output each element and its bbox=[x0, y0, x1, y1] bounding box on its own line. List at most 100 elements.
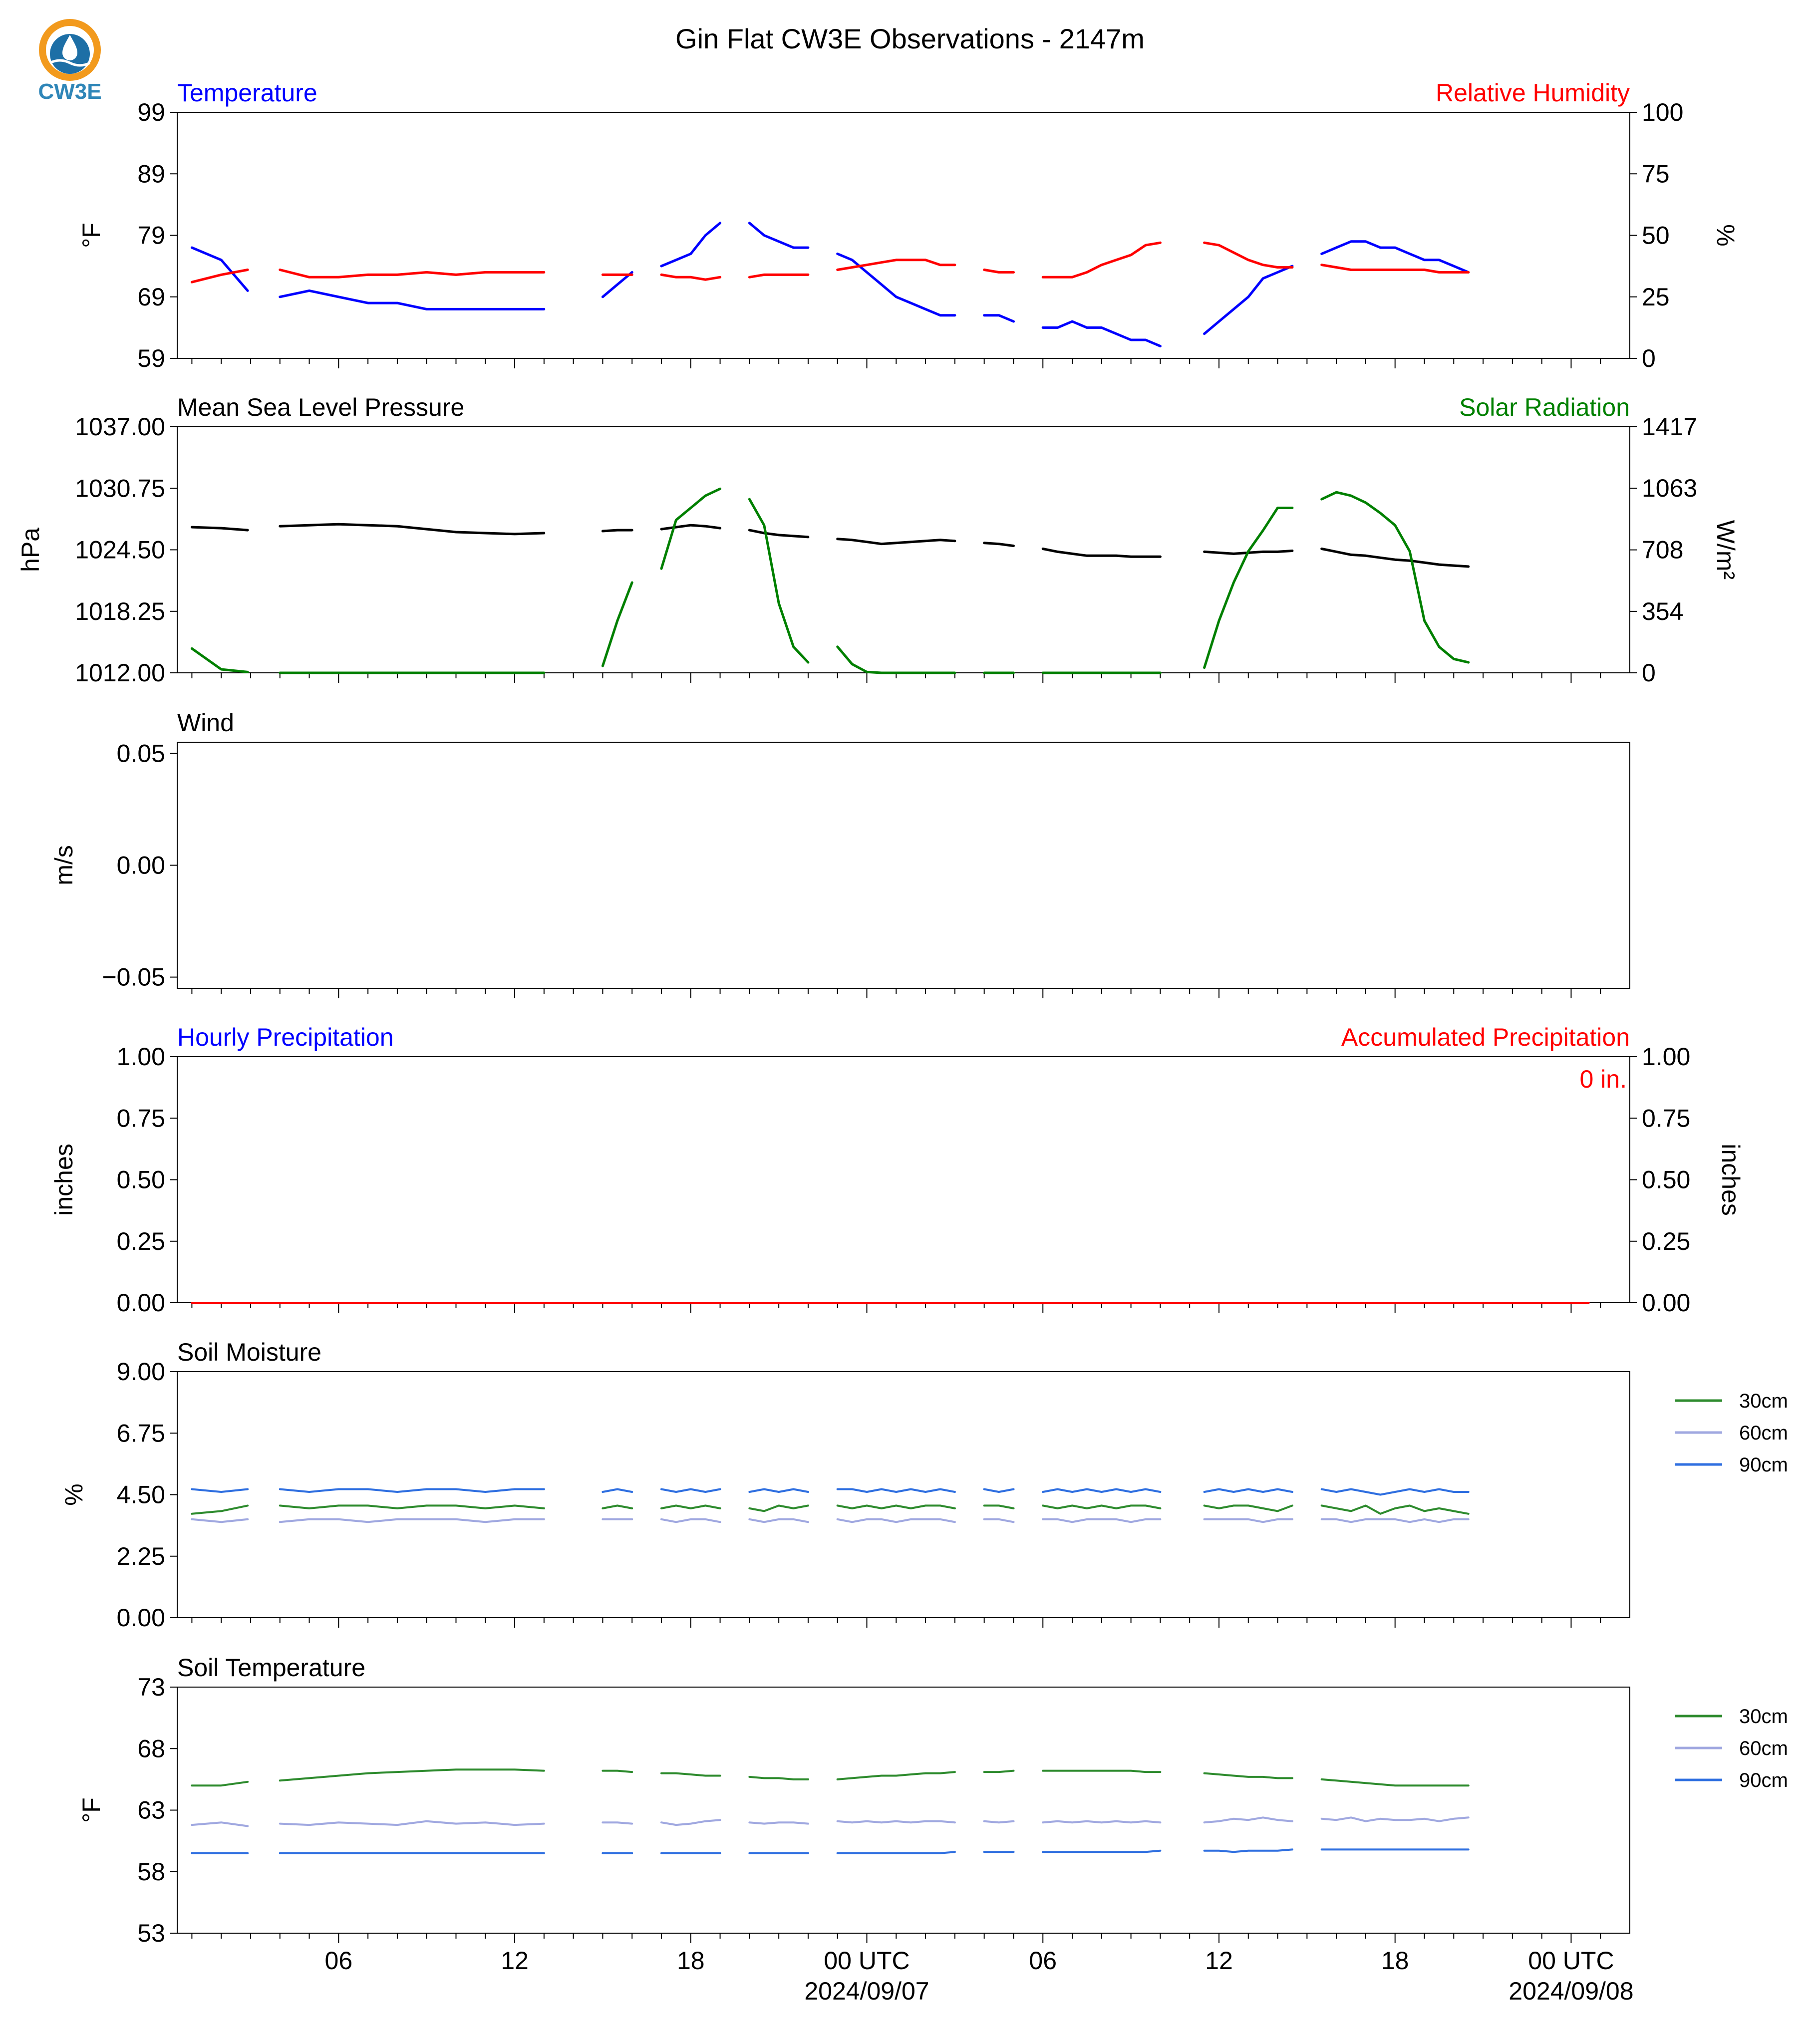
y-axis-label-right: % bbox=[1712, 224, 1740, 246]
y-tick-label: 0.05 bbox=[117, 739, 165, 767]
y-tick-label: 4.50 bbox=[117, 1481, 165, 1509]
y-tick-label: 59 bbox=[137, 344, 165, 372]
y-axis-label: inches bbox=[50, 1144, 78, 1216]
legend-label: 30cm bbox=[1739, 1390, 1788, 1412]
panel-title-left: Soil Moisture bbox=[177, 1338, 321, 1366]
panel-title-right: Accumulated Precipitation bbox=[1341, 1023, 1630, 1051]
y-tick-label: 0.00 bbox=[117, 852, 165, 879]
y-tick-label: 68 bbox=[137, 1735, 165, 1762]
legend-label: 30cm bbox=[1739, 1706, 1788, 1728]
y-tick-label-right: 75 bbox=[1642, 160, 1670, 188]
y-tick-label-right: 100 bbox=[1642, 98, 1683, 126]
series-line bbox=[190, 222, 1470, 347]
x-tick-label: 12 bbox=[1205, 1947, 1233, 1975]
x-tick-label: 06 bbox=[1029, 1947, 1057, 1975]
series-line bbox=[191, 1768, 1470, 1787]
y-tick-label: 69 bbox=[137, 283, 165, 311]
y-tick-label: 99 bbox=[137, 98, 165, 126]
x-tick-label: 18 bbox=[677, 1947, 705, 1975]
legend: 30cm 60cm 90cm bbox=[1675, 1706, 1788, 1791]
x-date-label: 2024/09/07 bbox=[804, 1977, 929, 2005]
panel-frame bbox=[177, 1687, 1630, 1934]
y-axis-label: °F bbox=[77, 223, 105, 248]
panel-2: Mean Sea Level Pressure Solar Radiation 10… bbox=[16, 393, 1740, 687]
panel-title-left: Mean Sea Level Pressure bbox=[177, 393, 464, 421]
panel-5: Soil Moisture 9.00 6.75 4.50 2.25 0.00% 30cm 60… bbox=[60, 1338, 1788, 1632]
y-tick-label-right: 0 bbox=[1642, 659, 1656, 687]
y-axis-label: m/s bbox=[50, 845, 78, 885]
y-axis-label: % bbox=[60, 1483, 88, 1505]
y-tick-label: 0.75 bbox=[117, 1104, 165, 1132]
panel-title-right: Relative Humidity bbox=[1436, 79, 1630, 107]
y-tick-label-right: 0.75 bbox=[1642, 1104, 1690, 1132]
figure-title: Gin Flat CW3E Observations - 2147m bbox=[675, 23, 1145, 54]
y-tick-label: 6.75 bbox=[117, 1419, 165, 1447]
y-tick-label: 2.25 bbox=[117, 1542, 165, 1570]
y-tick-label: 53 bbox=[137, 1919, 165, 1947]
panel-title-left: Temperature bbox=[177, 79, 317, 107]
panels: Temperature Relative Humidity 99 89 79 69 59 °F… bbox=[16, 79, 1788, 1947]
panel-title-left: Hourly Precipitation bbox=[177, 1023, 394, 1051]
series-line bbox=[190, 523, 1470, 568]
y-tick-label-right: 25 bbox=[1642, 283, 1670, 311]
y-tick-label: 9.00 bbox=[117, 1358, 165, 1386]
x-date-label: 2024/09/08 bbox=[1509, 1977, 1633, 2005]
panel-frame bbox=[177, 426, 1630, 673]
panel-1: Temperature Relative Humidity 99 89 79 69 59 °F… bbox=[77, 79, 1740, 372]
x-tick-label: 00 UTC bbox=[1528, 1947, 1614, 1975]
y-tick-label: 1037.00 bbox=[75, 413, 165, 441]
y-tick-label-right: 0 bbox=[1642, 344, 1656, 372]
y-tick-label-right: 0.00 bbox=[1642, 1289, 1690, 1317]
y-tick-label: 0.50 bbox=[117, 1166, 165, 1194]
y-tick-label: 1024.50 bbox=[75, 536, 165, 564]
y-axis-label-right: W/m² bbox=[1712, 520, 1740, 579]
series-line bbox=[191, 1518, 1470, 1523]
series-line bbox=[190, 241, 1470, 284]
y-tick-label: 1012.00 bbox=[75, 659, 165, 687]
y-tick-label: 89 bbox=[137, 160, 165, 188]
legend-label: 90cm bbox=[1739, 1769, 1788, 1791]
legend-label: 60cm bbox=[1739, 1738, 1788, 1759]
panel-3: Wind 0.05 0.00 −0.05 m/s bbox=[50, 709, 1630, 998]
y-tick-label: 79 bbox=[137, 222, 165, 250]
cw3e-logo-graphic: CW3E bbox=[38, 19, 102, 104]
series-line bbox=[191, 1848, 1470, 1854]
series-line bbox=[191, 1816, 1470, 1827]
x-tick-label: 12 bbox=[501, 1947, 529, 1975]
y-tick-label-right: 354 bbox=[1642, 597, 1683, 625]
panel-title-left: Wind bbox=[177, 709, 234, 737]
y-axis-label: °F bbox=[77, 1797, 105, 1823]
panel-frame bbox=[177, 112, 1630, 359]
y-tick-label: −0.05 bbox=[102, 963, 165, 991]
legend: 30cm 60cm 90cm bbox=[1675, 1390, 1788, 1476]
y-tick-label-right: 0.50 bbox=[1642, 1166, 1690, 1194]
y-axis-label: hPa bbox=[16, 528, 44, 572]
y-tick-label: 1.00 bbox=[117, 1043, 165, 1071]
y-tick-label: 0.25 bbox=[117, 1227, 165, 1255]
panel-4: Hourly Precipitation Accumulated Precipit… bbox=[50, 1023, 1745, 1317]
logo-text: CW3E bbox=[38, 79, 101, 104]
y-tick-label-right: 1417 bbox=[1642, 413, 1697, 441]
panel-frame bbox=[177, 1056, 1630, 1303]
x-tick-label: 18 bbox=[1381, 1947, 1409, 1975]
panel-title-left: Soil Temperature bbox=[177, 1654, 365, 1682]
cw3e-logo: CW3E bbox=[27, 15, 112, 105]
panel-frame bbox=[177, 742, 1630, 989]
series-line bbox=[191, 1488, 1470, 1496]
y-tick-label: 73 bbox=[137, 1673, 165, 1701]
y-tick-label: 63 bbox=[137, 1796, 165, 1824]
x-tick-label: 06 bbox=[325, 1947, 353, 1975]
y-tick-label: 1018.25 bbox=[75, 597, 165, 625]
y-tick-label: 0.00 bbox=[117, 1604, 165, 1632]
y-tick-label: 0.00 bbox=[117, 1289, 165, 1317]
series-line bbox=[190, 487, 1470, 674]
y-tick-label: 58 bbox=[137, 1858, 165, 1886]
y-tick-label-right: 1.00 bbox=[1642, 1043, 1690, 1071]
y-tick-label-right: 0.25 bbox=[1642, 1227, 1690, 1255]
x-tick-label: 00 UTC bbox=[824, 1947, 910, 1975]
y-tick-label-right: 50 bbox=[1642, 222, 1670, 250]
accumulation-annotation: 0 in. bbox=[1579, 1065, 1627, 1093]
y-tick-label: 1030.75 bbox=[75, 474, 165, 502]
